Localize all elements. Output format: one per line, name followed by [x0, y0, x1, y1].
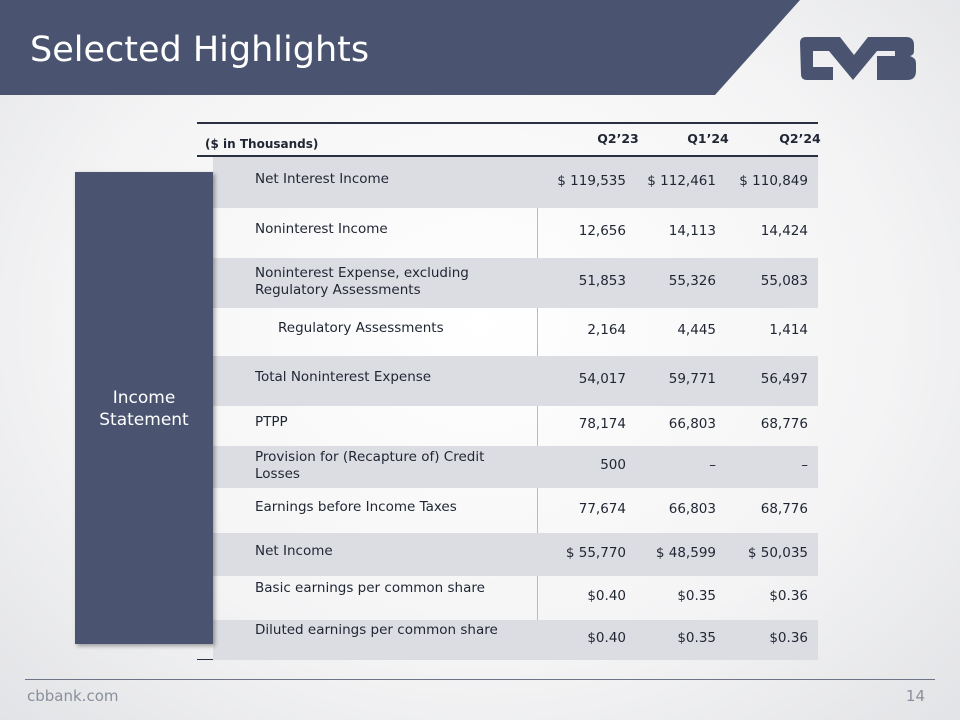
page-number: 14 [905, 687, 925, 705]
cell: 2,164 [587, 322, 626, 338]
cell: 66,803 [668, 416, 716, 432]
row-label: Basic earnings per common share [255, 580, 485, 596]
row-shade [213, 446, 818, 488]
cell: $0.35 [677, 630, 716, 646]
row-label: Net Interest Income [255, 170, 389, 187]
cell: $ 55,770 [565, 544, 626, 561]
section-panel [75, 172, 213, 644]
cell: 1,414 [769, 322, 808, 338]
cell: $0.36 [769, 588, 808, 604]
cell: 500 [600, 457, 626, 473]
cell: – [709, 457, 716, 473]
cell: $0.35 [677, 588, 716, 604]
row-label: Regulatory Assessments [278, 320, 444, 336]
cell: 12,656 [578, 223, 626, 239]
cell: $0.40 [587, 630, 626, 646]
slide-title: Selected Highlights [30, 30, 370, 70]
column-header: Q1’24 [687, 131, 729, 146]
cell: 59,771 [668, 371, 716, 387]
cell: 68,776 [760, 500, 808, 517]
unit-label: ($ in Thousands) [205, 137, 319, 151]
row-label: PTPP [255, 414, 288, 430]
row-label: Provision for (Recapture of) Credit Loss… [255, 449, 485, 482]
row-shade [213, 533, 818, 576]
row-label: Noninterest Income [255, 221, 388, 237]
cell: 4,445 [677, 322, 716, 338]
cell: 68,776 [760, 416, 808, 432]
cell: 54,017 [578, 371, 626, 387]
cell: 55,083 [760, 273, 808, 289]
cell: $0.36 [769, 630, 808, 646]
footer-site: cbbank.com [27, 687, 119, 705]
row-label: Noninterest Expense, excluding Regulator… [255, 265, 469, 298]
header-rule [197, 155, 818, 157]
row-label: Diluted earnings per common share [255, 622, 498, 638]
cell: – [801, 457, 808, 473]
cell: $ 112,461 [647, 172, 716, 189]
row-shade [213, 157, 818, 208]
column-header: Q2’23 [597, 131, 639, 146]
row-label: Earnings before Income Taxes [255, 498, 457, 515]
cell: $ 50,035 [747, 544, 808, 561]
row-shade [213, 356, 818, 406]
cell: 77,674 [578, 500, 626, 517]
logo [800, 37, 916, 80]
cell: $0.40 [587, 588, 626, 604]
cell: 14,424 [760, 223, 808, 239]
table-top-rule [197, 122, 818, 124]
cell: 51,853 [578, 273, 626, 289]
row-label: Total Noninterest Expense [255, 369, 432, 385]
cell: 55,326 [668, 273, 716, 289]
cell: $ 110,849 [739, 172, 808, 189]
cell: 78,174 [578, 416, 626, 432]
cell: $ 119,535 [557, 172, 626, 189]
row-shade [213, 620, 818, 660]
cell: 14,113 [668, 223, 716, 239]
row-shade [213, 258, 818, 308]
column-header: Q2’24 [779, 131, 821, 146]
cell: $ 48,599 [655, 544, 716, 561]
cell: 56,497 [760, 371, 808, 387]
cell: 66,803 [668, 500, 716, 517]
section-label: Income Statement [99, 388, 189, 430]
title-banner [0, 0, 916, 95]
column-divider [537, 157, 538, 660]
footer-rule [25, 679, 935, 680]
row-label: Net Income [255, 542, 333, 559]
